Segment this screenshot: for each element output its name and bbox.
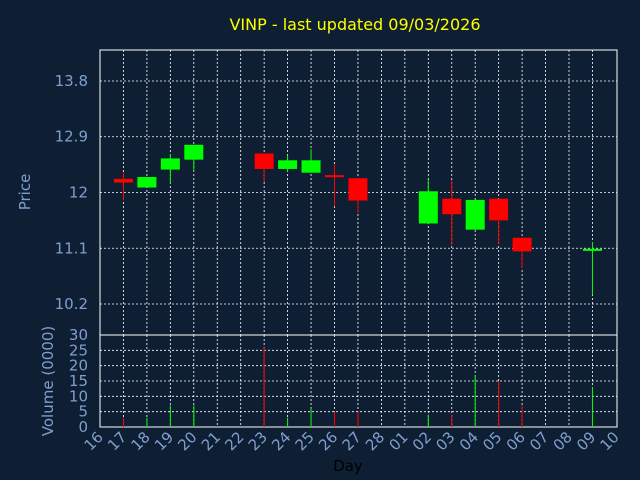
x-axis-label: Day xyxy=(333,457,363,475)
candle-body xyxy=(278,160,298,169)
candle-body xyxy=(184,144,204,160)
x-tick-labels: 1617181920212223242526272801020304050607… xyxy=(81,428,623,454)
x-tick-label: 03 xyxy=(432,428,458,454)
price-tick-label: 13.8 xyxy=(55,72,88,90)
volume-tick-label: 0 xyxy=(78,418,88,436)
x-tick-label: 19 xyxy=(151,428,177,454)
candles xyxy=(113,144,602,295)
candle-body xyxy=(582,248,602,251)
volume-axis-label: Volume (0000) xyxy=(39,326,57,436)
x-tick-label: 04 xyxy=(456,428,482,454)
price-tick-label: 10.2 xyxy=(55,295,88,313)
x-tick-label: 10 xyxy=(596,428,622,454)
x-tick-label: 21 xyxy=(198,428,224,454)
chart-title: VINP - last updated 09/03/2026 xyxy=(229,15,480,34)
candle-body xyxy=(418,191,438,224)
x-tick-label: 18 xyxy=(127,428,153,454)
candle-body xyxy=(254,153,274,169)
x-tick-label: 26 xyxy=(315,428,341,454)
candle-body xyxy=(325,175,344,178)
x-tick-label: 17 xyxy=(104,428,130,454)
price-tick-label: 12 xyxy=(69,184,88,202)
price-grid xyxy=(100,50,617,335)
candle-body xyxy=(512,237,532,252)
candle-body xyxy=(137,177,157,188)
volume-tick-label: 20 xyxy=(69,357,88,375)
x-tick-label: 23 xyxy=(245,428,271,454)
volume-tick-label: 5 xyxy=(78,403,88,421)
x-tick-label: 08 xyxy=(550,428,576,454)
volume-grid xyxy=(100,334,617,428)
x-tick-label: 20 xyxy=(174,428,200,454)
x-tick-label: 01 xyxy=(385,428,411,454)
volume-bars xyxy=(122,347,593,427)
x-tick-label: 24 xyxy=(268,428,294,454)
volume-tick-label: 15 xyxy=(69,372,88,390)
candle-body xyxy=(348,178,368,201)
x-tick-label: 09 xyxy=(573,428,599,454)
price-axis-label: Price xyxy=(16,174,34,211)
candle-body xyxy=(113,178,133,183)
candle-body xyxy=(301,160,321,173)
x-tick-label: 02 xyxy=(409,428,435,454)
x-tick-label: 28 xyxy=(362,428,388,454)
price-panel: 13.8 12.9 12 11.1 10.2 xyxy=(55,49,618,336)
x-tick-label: 22 xyxy=(221,428,247,454)
volume-tick-label: 25 xyxy=(69,341,88,359)
x-tick-label: 27 xyxy=(339,428,365,454)
x-tick-label: 25 xyxy=(292,428,318,454)
price-tick-label: 11.1 xyxy=(55,239,88,257)
candle-body xyxy=(442,198,462,215)
x-tick-label: 06 xyxy=(503,428,529,454)
x-tick-label: 05 xyxy=(479,428,505,454)
candle-body xyxy=(465,199,485,230)
volume-tick-label: 30 xyxy=(69,326,88,344)
volume-tick-label: 10 xyxy=(69,387,88,405)
x-tick-label: 07 xyxy=(526,428,552,454)
candle-body xyxy=(160,158,180,170)
candle-body xyxy=(489,198,509,221)
price-tick-labels: 13.8 12.9 12 11.1 10.2 xyxy=(55,72,88,313)
price-tick-label: 12.9 xyxy=(55,128,88,146)
